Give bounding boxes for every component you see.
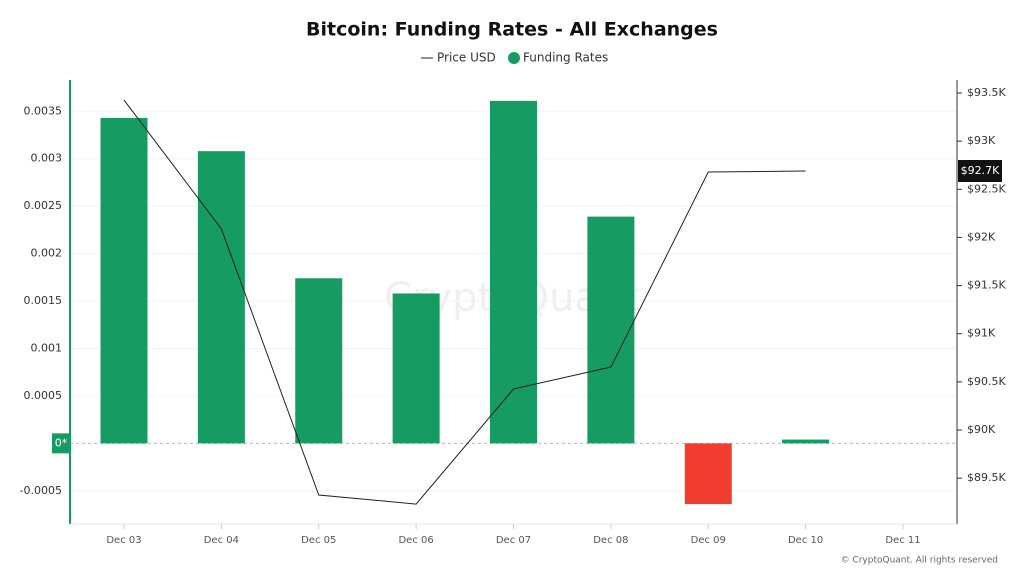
y-tick-label: 0.002	[31, 247, 63, 260]
bar	[197, 151, 245, 444]
bar	[490, 100, 537, 444]
y-tick-label: 0*	[55, 436, 68, 449]
y2-tick-label: $91K	[967, 327, 996, 340]
chart-title: Bitcoin: Funding Rates - All Exchanges	[306, 19, 718, 41]
y-tick-label: 0.0035	[24, 104, 63, 117]
x-tick-label: Dec 08	[593, 535, 628, 546]
x-tick-label: Dec 04	[204, 535, 239, 546]
y-tick-label: 0.001	[31, 341, 63, 354]
bar	[684, 443, 732, 505]
bar	[100, 117, 148, 444]
copyright: © CryptoQuant. All rights reserved	[841, 556, 998, 566]
zero-badge	[52, 433, 70, 454]
x-tick-label: Dec 11	[885, 535, 920, 546]
y-tick-label: -0.0005	[20, 484, 62, 497]
bar	[392, 293, 440, 444]
legend-label: Funding Rates	[523, 51, 608, 65]
bar	[782, 439, 830, 444]
x-tick-label: Dec 05	[301, 535, 336, 546]
y2-tick-label: $89.5K	[967, 471, 1006, 484]
bar	[587, 216, 635, 444]
y2-tick-label: $92.5K	[967, 182, 1006, 195]
y-tick-label: 0.0005	[24, 389, 63, 402]
x-tick-label: Dec 06	[398, 535, 433, 546]
legend-label: Price USD	[437, 51, 496, 65]
y2-tick-label: $90.5K	[967, 375, 1006, 388]
y2-tick-label: $90K	[967, 423, 996, 436]
legend-dot	[508, 52, 520, 64]
x-tick-label: Dec 10	[788, 535, 823, 546]
current-price-badge	[958, 159, 1002, 182]
y-tick-label: 0.0025	[24, 199, 63, 212]
price-line	[123, 99, 806, 505]
y2-tick-label: $92K	[967, 230, 996, 243]
y2-tick-label: $91.5K	[967, 279, 1006, 292]
x-tick-label: Dec 09	[691, 535, 726, 546]
x-tick-label: Dec 07	[496, 535, 531, 546]
y-tick-label: 0.0015	[24, 294, 63, 307]
bar	[295, 278, 343, 444]
y-tick-label: 0.003	[31, 152, 63, 165]
x-tick-label: Dec 03	[106, 535, 141, 546]
current-price-label: $92.7K	[961, 164, 1000, 177]
y2-tick-label: $93.5K	[967, 86, 1006, 99]
y2-tick-label: $93K	[967, 134, 996, 147]
